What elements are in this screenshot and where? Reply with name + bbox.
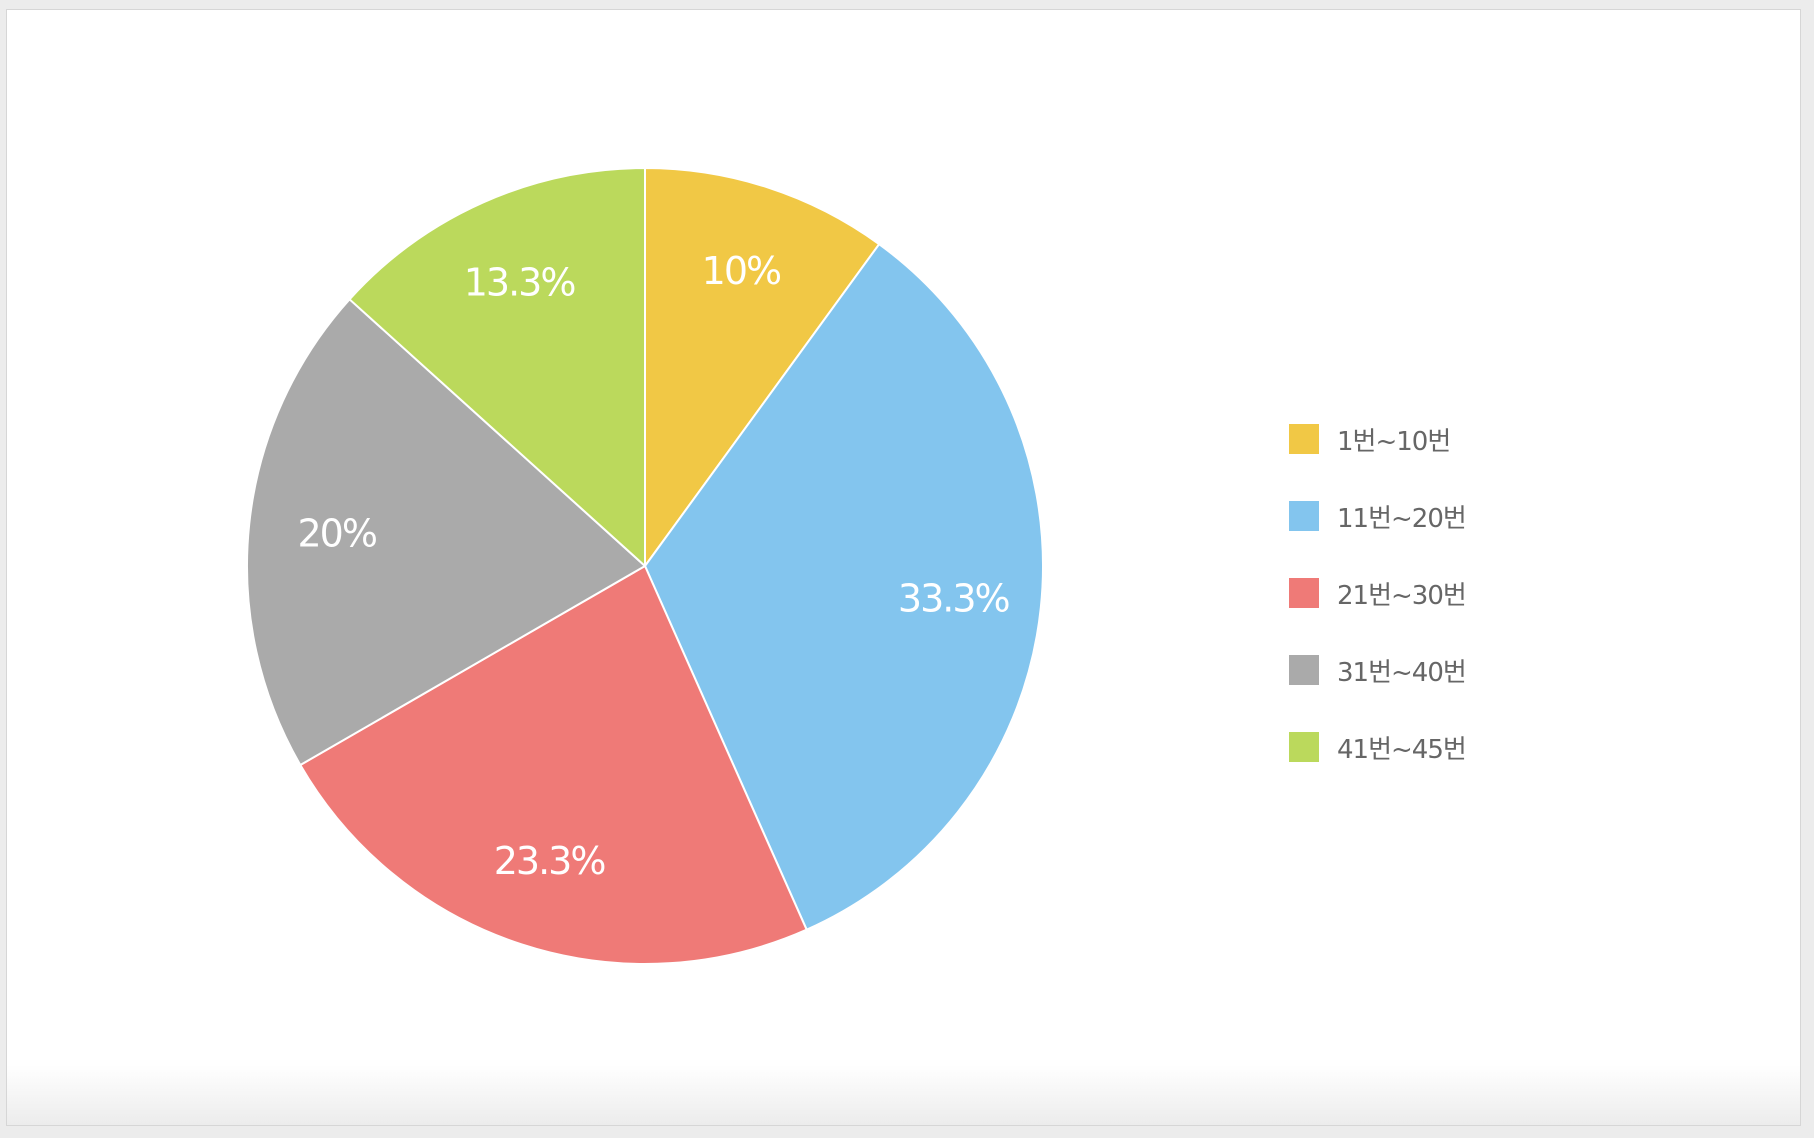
- slice-value-label: 20%: [297, 511, 376, 555]
- pie-slice[interactable]: [246, 298, 646, 766]
- legend-swatch: [1289, 501, 1319, 531]
- legend-swatch: [1289, 578, 1319, 608]
- legend-label: 21번~30번: [1337, 580, 1467, 611]
- pie-slice[interactable]: [348, 167, 646, 567]
- legend-label: 1번~10번: [1337, 426, 1451, 457]
- pie-slices: [246, 167, 1044, 965]
- legend-label: 41번~45번: [1337, 734, 1467, 765]
- chart-legend: 1번~10번 11번~20번 21번~30번 31번~40번 41번~45번: [1289, 424, 1467, 809]
- legend-item[interactable]: 21번~30번: [1289, 578, 1467, 611]
- legend-label: 31번~40번: [1337, 657, 1467, 688]
- pie-slice[interactable]: [644, 243, 1044, 931]
- legend-item[interactable]: 11번~20번: [1289, 501, 1467, 534]
- pie-slice-labels: 10% 33.3% 23.3% 20% 13.3%: [297, 249, 1011, 883]
- slice-value-label: 33.3%: [898, 577, 1010, 621]
- legend-swatch: [1289, 655, 1319, 685]
- pie-chart: 10% 33.3% 23.3% 20% 13.3%: [246, 167, 1044, 965]
- legend-item[interactable]: 1번~10번: [1289, 424, 1466, 457]
- legend-item[interactable]: 41번~45번: [1289, 732, 1467, 765]
- chart-panel: 10% 33.3% 23.3% 20% 13.3% 1번~10번 11번~20번 21번…: [6, 9, 1801, 1126]
- legend-swatch: [1289, 424, 1319, 454]
- pie-slice[interactable]: [644, 167, 881, 567]
- pie-slice[interactable]: [299, 565, 808, 965]
- slice-value-label: 13.3%: [464, 261, 576, 305]
- legend-label: 11번~20번: [1337, 503, 1467, 534]
- slice-value-label: 10%: [702, 249, 781, 293]
- slice-value-label: 23.3%: [494, 839, 606, 883]
- legend-item[interactable]: 31번~40번: [1289, 655, 1467, 688]
- legend-swatch: [1289, 732, 1319, 762]
